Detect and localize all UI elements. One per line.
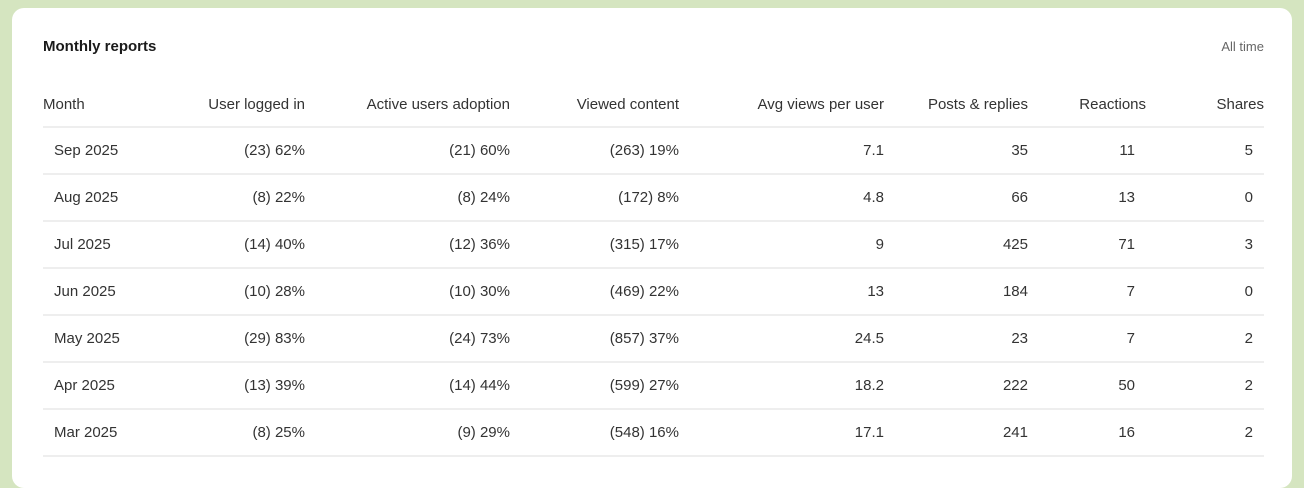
column-header-reactions[interactable]: Reactions <box>1028 82 1146 128</box>
cell-user-logged-in: (29) 83% <box>163 315 305 363</box>
cell-viewed-content: (469) 22% <box>510 268 679 316</box>
monthly-reports-card: Monthly reports All time Month User logg… <box>12 8 1292 488</box>
table-row: Apr 2025 (13) 39% (14) 44% (599) 27% 18.… <box>43 362 1264 410</box>
cell-avg-views-per-user: 4.8 <box>679 174 884 222</box>
cell-avg-views-per-user: 9 <box>679 221 884 269</box>
card-title: Monthly reports <box>43 38 157 55</box>
cell-user-logged-in: (13) 39% <box>163 362 305 410</box>
table-row: Jul 2025 (14) 40% (12) 36% (315) 17% 9 4… <box>43 221 1264 269</box>
cell-month: Mar 2025 <box>43 409 163 457</box>
cell-reactions: 13 <box>1028 174 1146 222</box>
cell-month: Sep 2025 <box>43 127 163 175</box>
cell-posts-replies: 184 <box>884 268 1028 316</box>
cell-avg-views-per-user: 17.1 <box>679 409 884 457</box>
cell-viewed-content: (315) 17% <box>510 221 679 269</box>
cell-shares: 0 <box>1146 174 1264 222</box>
column-header-viewed-content[interactable]: Viewed content <box>510 82 679 128</box>
cell-month: Jul 2025 <box>43 221 163 269</box>
table-header-row: Month User logged in Active users adopti… <box>43 82 1264 128</box>
table-row: Jun 2025 (10) 28% (10) 30% (469) 22% 13 … <box>43 268 1264 316</box>
cell-posts-replies: 222 <box>884 362 1028 410</box>
cell-shares: 2 <box>1146 362 1264 410</box>
cell-reactions: 71 <box>1028 221 1146 269</box>
cell-month: Aug 2025 <box>43 174 163 222</box>
cell-shares: 2 <box>1146 409 1264 457</box>
column-header-user-logged-in[interactable]: User logged in <box>163 82 305 128</box>
cell-shares: 0 <box>1146 268 1264 316</box>
cell-active-users-adoption: (9) 29% <box>305 409 510 457</box>
cell-active-users-adoption: (12) 36% <box>305 221 510 269</box>
cell-avg-views-per-user: 13 <box>679 268 884 316</box>
cell-posts-replies: 23 <box>884 315 1028 363</box>
cell-active-users-adoption: (10) 30% <box>305 268 510 316</box>
cell-reactions: 7 <box>1028 315 1146 363</box>
cell-user-logged-in: (23) 62% <box>163 127 305 175</box>
time-range-filter[interactable]: All time <box>1221 39 1264 54</box>
cell-avg-views-per-user: 7.1 <box>679 127 884 175</box>
table-row: Sep 2025 (23) 62% (21) 60% (263) 19% 7.1… <box>43 127 1264 175</box>
column-header-posts-replies[interactable]: Posts & replies <box>884 82 1028 128</box>
cell-user-logged-in: (8) 22% <box>163 174 305 222</box>
cell-reactions: 11 <box>1028 127 1146 175</box>
cell-active-users-adoption: (24) 73% <box>305 315 510 363</box>
cell-shares: 3 <box>1146 221 1264 269</box>
cell-user-logged-in: (10) 28% <box>163 268 305 316</box>
cell-month: Jun 2025 <box>43 268 163 316</box>
column-header-avg-views-per-user[interactable]: Avg views per user <box>679 82 884 128</box>
cell-month: May 2025 <box>43 315 163 363</box>
cell-viewed-content: (548) 16% <box>510 409 679 457</box>
cell-posts-replies: 241 <box>884 409 1028 457</box>
column-header-active-users-adoption[interactable]: Active users adoption <box>305 82 510 128</box>
table-row: May 2025 (29) 83% (24) 73% (857) 37% 24.… <box>43 315 1264 363</box>
cell-user-logged-in: (8) 25% <box>163 409 305 457</box>
cell-posts-replies: 66 <box>884 174 1028 222</box>
column-header-shares[interactable]: Shares <box>1146 82 1264 128</box>
cell-reactions: 7 <box>1028 268 1146 316</box>
table-row: Mar 2025 (8) 25% (9) 29% (548) 16% 17.1 … <box>43 409 1264 457</box>
cell-shares: 5 <box>1146 127 1264 175</box>
cell-active-users-adoption: (14) 44% <box>305 362 510 410</box>
cell-active-users-adoption: (8) 24% <box>305 174 510 222</box>
cell-active-users-adoption: (21) 60% <box>305 127 510 175</box>
cell-avg-views-per-user: 18.2 <box>679 362 884 410</box>
cell-posts-replies: 425 <box>884 221 1028 269</box>
cell-shares: 2 <box>1146 315 1264 363</box>
cell-viewed-content: (599) 27% <box>510 362 679 410</box>
cell-viewed-content: (172) 8% <box>510 174 679 222</box>
cell-viewed-content: (857) 37% <box>510 315 679 363</box>
column-header-month[interactable]: Month <box>43 82 163 128</box>
table-row: Aug 2025 (8) 22% (8) 24% (172) 8% 4.8 66… <box>43 174 1264 222</box>
cell-user-logged-in: (14) 40% <box>163 221 305 269</box>
monthly-reports-table: Month User logged in Active users adopti… <box>43 82 1264 457</box>
cell-month: Apr 2025 <box>43 362 163 410</box>
cell-posts-replies: 35 <box>884 127 1028 175</box>
card-header: Monthly reports All time <box>43 38 1264 55</box>
cell-reactions: 50 <box>1028 362 1146 410</box>
cell-reactions: 16 <box>1028 409 1146 457</box>
cell-viewed-content: (263) 19% <box>510 127 679 175</box>
cell-avg-views-per-user: 24.5 <box>679 315 884 363</box>
